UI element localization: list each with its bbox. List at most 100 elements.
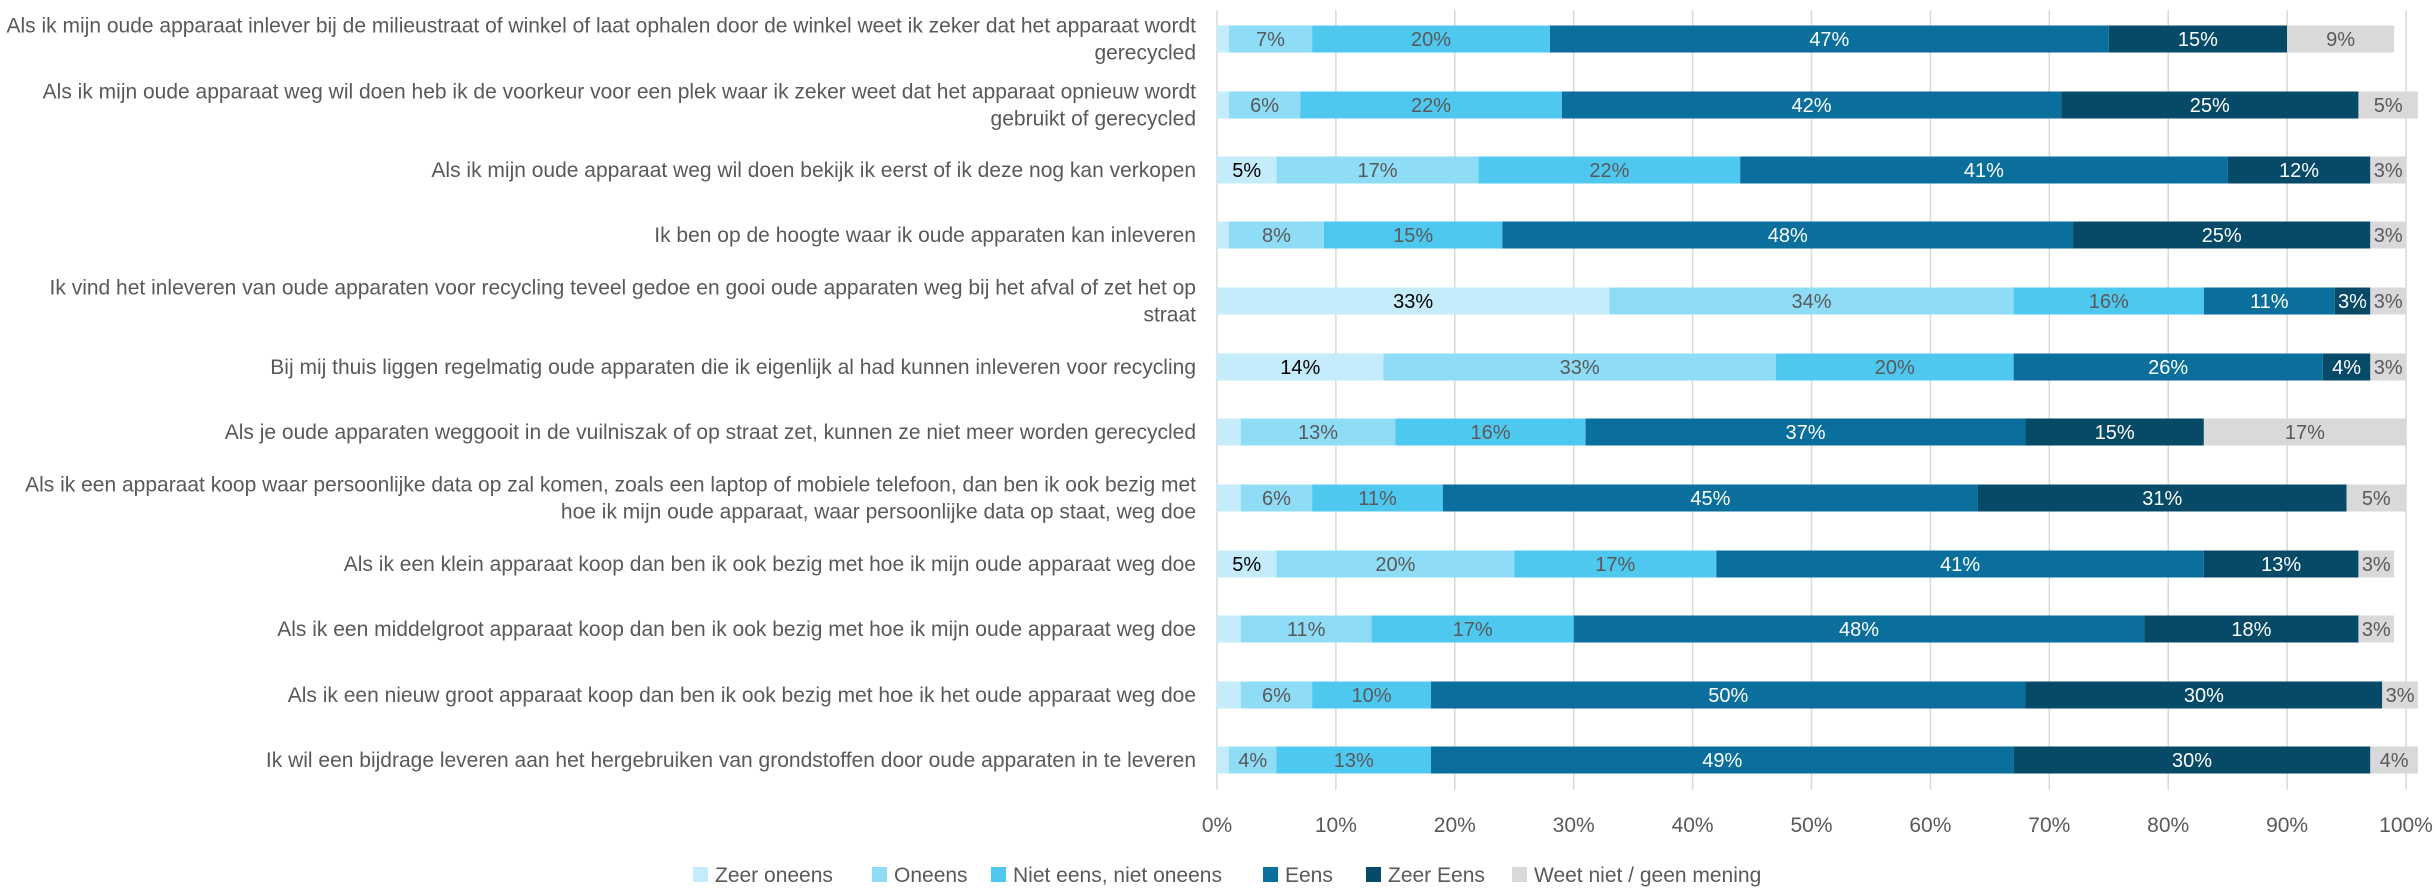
- data-label: 3%: [2374, 225, 2403, 247]
- category-label: Als ik mijn oude apparaat weg wil doen b…: [431, 159, 1196, 182]
- data-label: 25%: [2190, 95, 2230, 117]
- bar-segment: [1228, 91, 1301, 119]
- category-label: Als je oude apparaten weggooit in de vui…: [225, 421, 1196, 444]
- bar-segment: [1228, 221, 1325, 249]
- data-label: 13%: [1334, 750, 1374, 772]
- legend-swatch: [1512, 867, 1527, 882]
- category-label: Als ik een klein apparaat koop dan ben i…: [344, 553, 1196, 576]
- data-label: 3%: [2386, 685, 2415, 707]
- data-label: 30%: [2172, 750, 2212, 772]
- data-label: 3%: [2374, 291, 2403, 313]
- bar-segment: [2358, 91, 2418, 119]
- category-label: Ik ben op de hoogte waar ik oude apparat…: [654, 224, 1196, 247]
- x-tick-label: 90%: [2266, 814, 2308, 837]
- data-label: 6%: [1250, 95, 1279, 117]
- bar-segment: [2382, 681, 2418, 709]
- bar-segment: [1240, 615, 1372, 643]
- data-label: 25%: [2202, 225, 2242, 247]
- data-label: 33%: [1560, 357, 1600, 379]
- category-label-line: Als ik een middelgroot apparaat koop dan…: [277, 618, 1196, 641]
- category-label: Als ik een apparaat koop waar persoonlij…: [25, 474, 1196, 524]
- data-label: 20%: [1411, 29, 1451, 51]
- data-label: 8%: [1262, 225, 1291, 247]
- data-label: 16%: [2089, 291, 2129, 313]
- x-tick-label: 80%: [2147, 814, 2189, 837]
- bar-segment: [1217, 550, 1277, 578]
- bar-segment: [1514, 550, 1717, 578]
- bar-segment: [1240, 418, 1396, 446]
- data-label: 5%: [1232, 160, 1261, 182]
- category-label-line: Bij mij thuis liggen regelmatig oude app…: [270, 356, 1196, 379]
- bar-segment: [1240, 484, 1313, 512]
- legend-label: Zeer Eens: [1388, 864, 1485, 887]
- data-label: 3%: [2374, 357, 2403, 379]
- bar-segment: [2203, 550, 2359, 578]
- legend-label: Eens: [1285, 864, 1333, 887]
- legend-label: Zeer oneens: [715, 864, 833, 887]
- bar-segment: [1716, 550, 2204, 578]
- bar-segment: [2025, 681, 2383, 709]
- bar-segment: [1217, 418, 1241, 446]
- bar-segment: [1276, 156, 1479, 184]
- category-labels: Als ik mijn oude apparaat inlever bij de…: [7, 15, 1197, 773]
- bar-segment: [2346, 484, 2406, 512]
- data-label: 50%: [1708, 685, 1748, 707]
- data-label: 17%: [1357, 160, 1397, 182]
- bar-segment: [2358, 550, 2395, 578]
- data-label: 47%: [1809, 29, 1849, 51]
- data-label: 9%: [2326, 29, 2355, 51]
- legend-swatch: [872, 867, 887, 882]
- category-label-line: Als je oude apparaten weggooit in de vui…: [225, 421, 1196, 444]
- data-label: 48%: [1768, 225, 1808, 247]
- data-label: 17%: [1453, 619, 1493, 641]
- data-label: 6%: [1262, 685, 1291, 707]
- bar-segment: [1228, 25, 1313, 53]
- data-label: 10%: [1352, 685, 1392, 707]
- bars: 7% 20% 47% 15% 9% 6% 22% 42% 25% 5% 5% 17% 22% 41% 12%…: [1217, 25, 2418, 774]
- data-label: 15%: [2178, 29, 2218, 51]
- data-label: 17%: [1595, 554, 1635, 576]
- data-label: 6%: [1262, 488, 1291, 510]
- bar-segment: [1585, 418, 2026, 446]
- category-label: Ik vind het inleveren van oude apparaten…: [50, 277, 1197, 327]
- data-label: 49%: [1702, 750, 1742, 772]
- bar-segment: [2322, 353, 2371, 381]
- bar-segment: [1217, 746, 1229, 774]
- bar-segment: [1217, 353, 1384, 381]
- data-label: 3%: [2338, 291, 2367, 313]
- data-label: 4%: [1238, 750, 1267, 772]
- data-label: 41%: [1964, 160, 2004, 182]
- x-tick-label: 0%: [1202, 814, 1232, 837]
- data-label: 48%: [1839, 619, 1879, 641]
- bar-segment: [2287, 25, 2395, 53]
- data-label: 11%: [1358, 488, 1397, 510]
- bar-segment: [1217, 484, 1241, 512]
- bar-segment: [1276, 746, 1432, 774]
- data-label: 3%: [2362, 554, 2391, 576]
- category-label-line: gerecycled: [1094, 42, 1196, 65]
- category-label-line: straat: [1143, 304, 1196, 327]
- bar-segment: [1740, 156, 2228, 184]
- legend-swatch: [1263, 867, 1278, 882]
- data-label: 11%: [1287, 619, 1326, 641]
- legend-label: Niet eens, niet oneens: [1013, 864, 1222, 887]
- bar-segment: [1324, 221, 1503, 249]
- data-label: 3%: [2374, 160, 2403, 182]
- data-label: 33%: [1393, 291, 1433, 313]
- data-label: 3%: [2362, 619, 2391, 641]
- data-label: 15%: [1393, 225, 1433, 247]
- category-label-line: Als ik een nieuw groot apparaat koop dan…: [288, 684, 1196, 707]
- data-label: 5%: [1232, 554, 1261, 576]
- bar-segment: [1217, 91, 1229, 119]
- bar-segment: [2370, 221, 2406, 249]
- bar-segment: [1217, 25, 1229, 53]
- data-label: 31%: [2142, 488, 2182, 510]
- bar-segment: [1228, 746, 1277, 774]
- data-label: 22%: [1589, 160, 1629, 182]
- bar-segment: [1217, 156, 1277, 184]
- data-label: 7%: [1256, 29, 1285, 51]
- bar-segment: [2013, 353, 2323, 381]
- bar-segment: [1383, 353, 1776, 381]
- bar-segment: [2061, 91, 2359, 119]
